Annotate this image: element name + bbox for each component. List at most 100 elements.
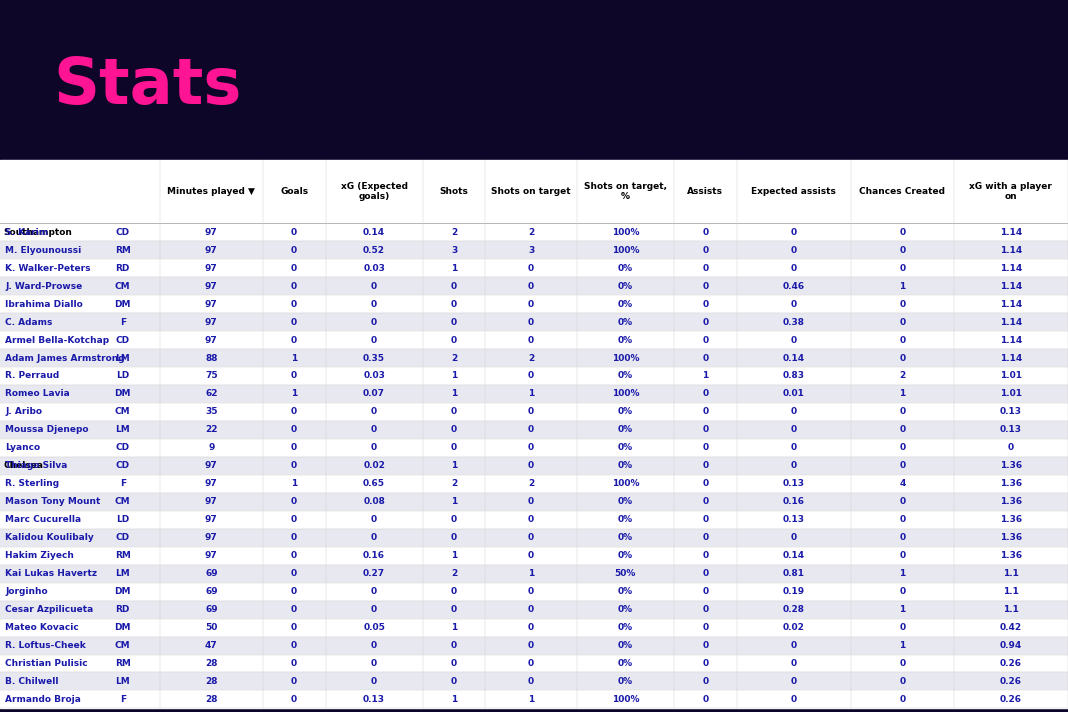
- Text: 1: 1: [290, 479, 297, 488]
- Text: 0.38: 0.38: [783, 318, 805, 327]
- Bar: [0, 313, 1068, 331]
- Text: 0: 0: [899, 335, 906, 345]
- Text: 0: 0: [528, 318, 534, 327]
- Text: 0: 0: [703, 354, 708, 362]
- Text: RD: RD: [115, 263, 130, 273]
- Text: J. Ward-Prowse: J. Ward-Prowse: [5, 282, 82, 290]
- Text: 0: 0: [703, 425, 708, 434]
- Text: Chelsea: Chelsea: [3, 461, 43, 471]
- Text: 97: 97: [205, 300, 218, 308]
- Text: CD: CD: [115, 444, 130, 452]
- Text: 0: 0: [292, 461, 297, 471]
- Bar: [0, 367, 1068, 385]
- Text: 0%: 0%: [617, 659, 633, 668]
- Text: 0%: 0%: [617, 605, 633, 614]
- Text: 0%: 0%: [617, 444, 633, 452]
- Text: 0: 0: [292, 551, 297, 560]
- Text: 0%: 0%: [617, 461, 633, 471]
- Text: 2: 2: [451, 354, 457, 362]
- Text: 1.1: 1.1: [1003, 605, 1019, 614]
- Text: 0: 0: [451, 659, 457, 668]
- Text: 97: 97: [205, 335, 218, 345]
- Text: M. Elyounoussi: M. Elyounoussi: [5, 246, 81, 255]
- Text: Moussa Djenepo: Moussa Djenepo: [5, 425, 89, 434]
- Text: Southampton: Southampton: [3, 228, 72, 236]
- Text: 0: 0: [528, 587, 534, 596]
- Text: 0.02: 0.02: [783, 623, 805, 632]
- Text: 0: 0: [899, 263, 906, 273]
- Text: 1: 1: [528, 389, 534, 399]
- Text: 35: 35: [205, 407, 218, 417]
- Text: 0: 0: [899, 623, 906, 632]
- Bar: [0, 385, 1068, 403]
- Text: 0: 0: [371, 407, 377, 417]
- Text: Cesar Azpilicueta: Cesar Azpilicueta: [5, 605, 94, 614]
- Text: 0: 0: [292, 444, 297, 452]
- Text: 0.13: 0.13: [1000, 407, 1022, 417]
- Text: 0%: 0%: [617, 551, 633, 560]
- Text: 0: 0: [292, 677, 297, 686]
- Text: 0: 0: [899, 318, 906, 327]
- Text: 0: 0: [371, 587, 377, 596]
- Text: 1: 1: [899, 389, 906, 399]
- Text: 1: 1: [899, 641, 906, 650]
- Text: 0: 0: [451, 641, 457, 650]
- Text: 0: 0: [528, 623, 534, 632]
- Text: 0.16: 0.16: [783, 497, 805, 506]
- Bar: [0, 277, 1068, 295]
- Text: 0: 0: [371, 605, 377, 614]
- Text: 0: 0: [528, 425, 534, 434]
- Text: 1.1: 1.1: [1003, 569, 1019, 578]
- Bar: [0, 654, 1068, 673]
- Text: 0: 0: [528, 533, 534, 543]
- Text: 1: 1: [451, 389, 457, 399]
- Text: 0: 0: [451, 318, 457, 327]
- Text: 0: 0: [528, 515, 534, 524]
- Text: 0: 0: [528, 263, 534, 273]
- Text: 50: 50: [205, 623, 218, 632]
- Text: 0: 0: [703, 551, 708, 560]
- Text: 0: 0: [790, 425, 797, 434]
- Text: 0: 0: [292, 335, 297, 345]
- Text: CD: CD: [115, 228, 130, 236]
- Text: 0.27: 0.27: [363, 569, 386, 578]
- Bar: [0, 601, 1068, 619]
- Text: 100%: 100%: [612, 246, 639, 255]
- Text: 97: 97: [205, 246, 218, 255]
- Text: 0%: 0%: [617, 623, 633, 632]
- Text: Assists: Assists: [688, 187, 723, 197]
- Text: 0: 0: [371, 515, 377, 524]
- Text: 1: 1: [451, 263, 457, 273]
- Text: 0: 0: [703, 695, 708, 704]
- Text: 9: 9: [208, 444, 215, 452]
- Text: 0.08: 0.08: [363, 497, 386, 506]
- Text: CD: CD: [115, 335, 130, 345]
- Text: 0: 0: [703, 515, 708, 524]
- Text: DM: DM: [114, 389, 131, 399]
- Text: 0: 0: [451, 515, 457, 524]
- Text: 0: 0: [451, 335, 457, 345]
- Text: LM: LM: [115, 569, 130, 578]
- Text: 0: 0: [371, 300, 377, 308]
- Text: 0.46: 0.46: [783, 282, 805, 290]
- Text: 0: 0: [703, 246, 708, 255]
- Text: 0: 0: [790, 533, 797, 543]
- Text: 62: 62: [205, 389, 218, 399]
- Text: 97: 97: [205, 263, 218, 273]
- Text: 0: 0: [703, 641, 708, 650]
- Text: LM: LM: [115, 425, 130, 434]
- Text: 97: 97: [205, 533, 218, 543]
- Text: 0: 0: [371, 282, 377, 290]
- Text: 0: 0: [790, 300, 797, 308]
- Text: 0: 0: [703, 444, 708, 452]
- Text: 0: 0: [899, 444, 906, 452]
- Text: Romeo Lavia: Romeo Lavia: [5, 389, 70, 399]
- Text: 0.02: 0.02: [363, 461, 386, 471]
- Text: 1: 1: [528, 569, 534, 578]
- Text: 0: 0: [703, 623, 708, 632]
- Text: F: F: [120, 479, 126, 488]
- Text: 0: 0: [451, 282, 457, 290]
- Bar: [0, 475, 1068, 493]
- Text: LD: LD: [116, 515, 129, 524]
- Text: 100%: 100%: [612, 695, 639, 704]
